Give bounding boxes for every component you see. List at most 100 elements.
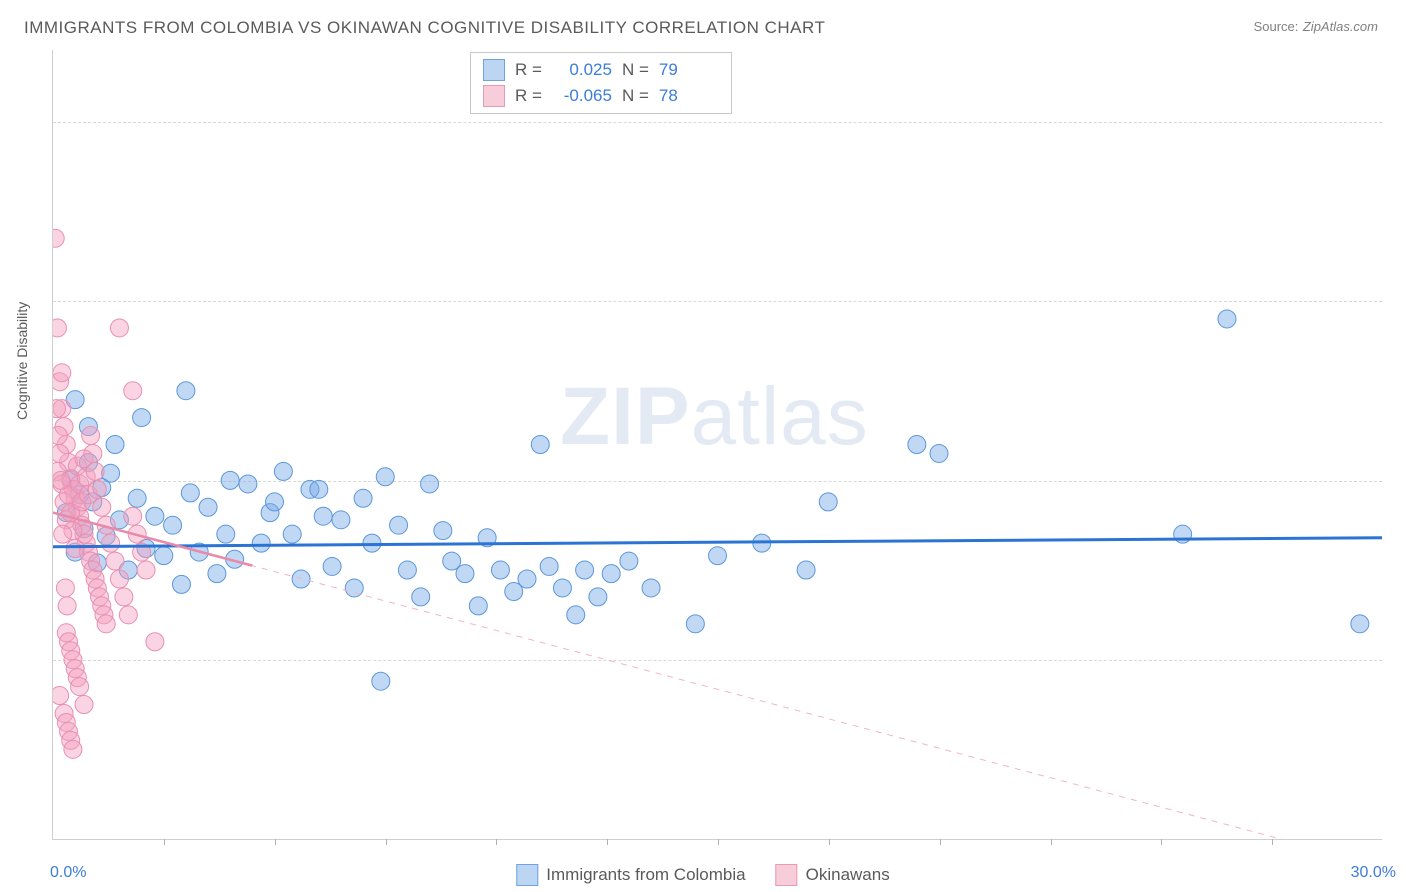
data-point bbox=[155, 547, 173, 565]
data-point bbox=[456, 565, 474, 583]
data-point bbox=[589, 588, 607, 606]
legend-n-value: 79 bbox=[659, 57, 719, 83]
source-attribution: Source: ZipAtlas.com bbox=[1254, 18, 1378, 36]
legend-swatch bbox=[516, 864, 538, 886]
source-name: ZipAtlas.com bbox=[1303, 19, 1378, 34]
data-point bbox=[217, 525, 235, 543]
data-point bbox=[110, 570, 128, 588]
data-point bbox=[252, 534, 270, 552]
data-point bbox=[199, 498, 217, 516]
legend-r-value: 0.025 bbox=[552, 57, 612, 83]
data-point bbox=[102, 534, 120, 552]
data-point bbox=[58, 597, 76, 615]
x-tick bbox=[1051, 839, 1052, 845]
data-point bbox=[64, 740, 82, 758]
data-point bbox=[819, 493, 837, 511]
data-point bbox=[567, 606, 585, 624]
source-label: Source: bbox=[1254, 19, 1299, 34]
data-point bbox=[124, 507, 142, 525]
data-point bbox=[553, 579, 571, 597]
data-point bbox=[576, 561, 594, 579]
data-point bbox=[124, 382, 142, 400]
data-point bbox=[71, 678, 89, 696]
legend-n-label: N = bbox=[622, 57, 649, 83]
data-point bbox=[221, 471, 239, 489]
data-point bbox=[53, 229, 64, 247]
y-axis-label: Cognitive Disability bbox=[14, 302, 30, 420]
data-point bbox=[266, 493, 284, 511]
data-point bbox=[332, 511, 350, 529]
x-tick bbox=[1161, 839, 1162, 845]
data-point bbox=[181, 484, 199, 502]
data-point bbox=[469, 597, 487, 615]
data-point bbox=[97, 615, 115, 633]
data-point bbox=[531, 436, 549, 454]
data-point bbox=[421, 475, 439, 493]
data-point bbox=[115, 588, 133, 606]
data-point bbox=[372, 672, 390, 690]
data-point bbox=[133, 409, 151, 427]
data-point bbox=[390, 516, 408, 534]
data-point bbox=[177, 382, 195, 400]
legend-series: Immigrants from Colombia Okinawans bbox=[516, 864, 889, 886]
data-point bbox=[208, 565, 226, 583]
x-axis-min-label: 0.0% bbox=[50, 864, 86, 882]
x-tick bbox=[386, 839, 387, 845]
data-point bbox=[354, 489, 372, 507]
data-point bbox=[1218, 310, 1236, 328]
data-point bbox=[164, 516, 182, 534]
y-tick-label: 30.0% bbox=[1392, 291, 1406, 309]
data-point bbox=[106, 552, 124, 570]
chart-title: IMMIGRANTS FROM COLOMBIA VS OKINAWAN COG… bbox=[24, 18, 825, 38]
x-tick bbox=[164, 839, 165, 845]
x-axis-max-label: 30.0% bbox=[1351, 864, 1396, 882]
data-point bbox=[53, 427, 67, 445]
data-point bbox=[642, 579, 660, 597]
legend-stats-row: R =-0.065N =78 bbox=[483, 83, 719, 109]
legend-r-value: -0.065 bbox=[552, 83, 612, 109]
data-point bbox=[709, 547, 727, 565]
legend-stats: R =0.025N =79R =-0.065N =78 bbox=[470, 52, 732, 114]
data-point bbox=[602, 565, 620, 583]
x-tick bbox=[940, 839, 941, 845]
data-point bbox=[310, 480, 328, 498]
legend-n-label: N = bbox=[622, 83, 649, 109]
legend-swatch bbox=[483, 85, 505, 107]
data-point bbox=[908, 436, 926, 454]
data-point bbox=[53, 471, 70, 489]
data-point bbox=[686, 615, 704, 633]
data-point bbox=[398, 561, 416, 579]
legend-series-item: Immigrants from Colombia bbox=[516, 864, 745, 886]
data-point bbox=[110, 319, 128, 337]
plot-region: 10.0%20.0%30.0%40.0% bbox=[52, 50, 1382, 840]
data-point bbox=[93, 498, 111, 516]
legend-series-item: Okinawans bbox=[776, 864, 890, 886]
data-point bbox=[82, 427, 100, 445]
x-tick bbox=[607, 839, 608, 845]
data-point bbox=[56, 579, 74, 597]
chart-area: 10.0%20.0%30.0%40.0% bbox=[52, 50, 1382, 840]
data-point bbox=[797, 561, 815, 579]
data-point bbox=[412, 588, 430, 606]
data-point bbox=[54, 525, 72, 543]
legend-swatch bbox=[776, 864, 798, 886]
legend-n-value: 78 bbox=[659, 83, 719, 109]
data-point bbox=[518, 570, 536, 588]
legend-series-label: Immigrants from Colombia bbox=[546, 865, 745, 885]
data-point bbox=[323, 557, 341, 575]
data-point bbox=[540, 557, 558, 575]
y-tick-label: 40.0% bbox=[1392, 112, 1406, 130]
data-point bbox=[620, 552, 638, 570]
data-point bbox=[172, 575, 190, 593]
x-tick bbox=[275, 839, 276, 845]
data-point bbox=[146, 507, 164, 525]
data-point bbox=[239, 475, 257, 493]
data-point bbox=[88, 480, 106, 498]
legend-series-label: Okinawans bbox=[806, 865, 890, 885]
data-point bbox=[128, 489, 146, 507]
plot-svg bbox=[53, 50, 1382, 839]
y-tick-label: 10.0% bbox=[1392, 650, 1406, 668]
x-tick bbox=[829, 839, 830, 845]
data-point bbox=[119, 606, 137, 624]
data-point bbox=[53, 364, 71, 382]
